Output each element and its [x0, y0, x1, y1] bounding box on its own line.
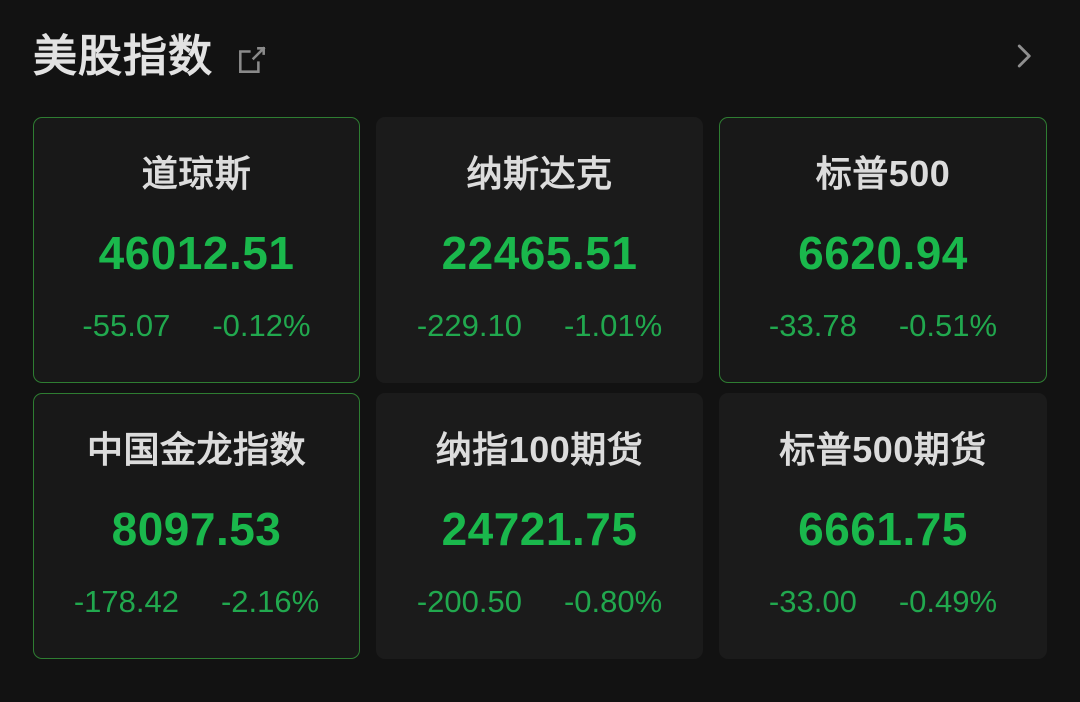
index-name: 纳指100期货 — [435, 429, 644, 470]
index-change: -55.07 — [82, 308, 171, 343]
index-price: 6661.75 — [798, 503, 968, 555]
chevron-right-icon[interactable] — [1008, 39, 1052, 71]
index-card-nasdaq[interactable]: 纳斯达克 22465.51 -229.10 -1.01% — [376, 117, 703, 383]
index-change: -33.78 — [768, 308, 857, 343]
index-price: 22465.51 — [441, 227, 638, 279]
index-deltas: -33.78 -0.51% — [720, 310, 1046, 341]
index-card-dow-jones[interactable]: 道琼斯 46012.51 -55.07 -0.12% — [33, 117, 360, 383]
header-title-group[interactable]: 美股指数 — [33, 35, 269, 79]
index-price: 46012.51 — [98, 227, 295, 279]
index-card-nasdaq100-futures[interactable]: 纳指100期货 24721.75 -200.50 -0.80% — [376, 393, 703, 659]
indices-grid: 道琼斯 46012.51 -55.07 -0.12% 纳斯达克 22465.51… — [33, 117, 1047, 659]
index-name: 纳斯达克 — [466, 153, 613, 194]
index-change-percent: -0.51% — [898, 308, 998, 343]
index-change: -33.00 — [768, 584, 857, 619]
share-icon[interactable] — [235, 37, 269, 77]
index-change-percent: -0.80% — [563, 584, 663, 619]
index-price: 8097.53 — [111, 503, 282, 555]
page-title: 美股指数 — [33, 32, 213, 81]
index-deltas: -178.42 -2.16% — [34, 586, 359, 617]
index-change-percent: -1.01% — [563, 308, 663, 343]
index-deltas: -33.00 -0.49% — [720, 586, 1046, 617]
index-card-sp500[interactable]: 标普500 6620.94 -33.78 -0.51% — [719, 117, 1047, 383]
index-change: -229.10 — [416, 308, 522, 343]
index-deltas: -229.10 -1.01% — [377, 310, 702, 341]
index-name: 标普500 — [815, 153, 951, 194]
index-name: 标普500期货 — [779, 429, 987, 470]
index-price: 6620.94 — [798, 227, 968, 279]
index-deltas: -55.07 -0.12% — [34, 310, 359, 341]
index-name: 道琼斯 — [141, 153, 252, 194]
index-card-sp500-futures[interactable]: 标普500期货 6661.75 -33.00 -0.49% — [719, 393, 1047, 659]
index-deltas: -200.50 -0.80% — [377, 586, 702, 617]
index-name: 中国金龙指数 — [86, 429, 306, 470]
index-change-percent: -0.12% — [212, 308, 311, 343]
index-change: -178.42 — [73, 584, 179, 619]
index-change-percent: -0.49% — [898, 584, 998, 619]
page-header: 美股指数 — [0, 0, 1080, 110]
index-change: -200.50 — [416, 584, 522, 619]
index-card-china-golden-dragon[interactable]: 中国金龙指数 8097.53 -178.42 -2.16% — [33, 393, 360, 659]
index-change-percent: -2.16% — [220, 584, 320, 619]
index-price: 24721.75 — [441, 503, 638, 555]
